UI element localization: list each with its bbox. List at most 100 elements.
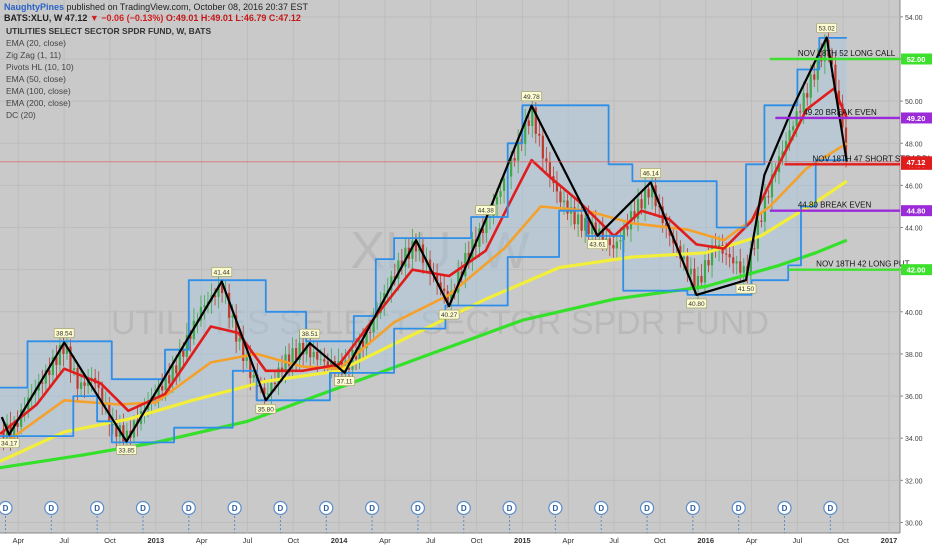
pivot-label-14: 53.02 xyxy=(819,25,836,32)
candle-body-90 xyxy=(319,359,322,361)
indicator-ema100[interactable]: EMA (100, close) xyxy=(6,86,71,96)
candle-body-15 xyxy=(55,357,58,366)
price-axis: 54.00 52.00 50.00 48.00 46.00 44.00 42.00 40.00… xyxy=(900,15,932,527)
dividend-marker-15 xyxy=(685,500,700,516)
candle-body-69 xyxy=(245,357,248,361)
candle-body-137 xyxy=(485,217,488,234)
series-lines xyxy=(0,36,848,470)
candle-body-208 xyxy=(735,261,738,264)
x-tick-label-13: Jul xyxy=(609,536,619,545)
candle-body-0 xyxy=(2,429,5,438)
candle-body-114 xyxy=(404,247,407,267)
pivot-label-1: 38.54 xyxy=(56,331,73,338)
candle-body-201 xyxy=(710,245,714,266)
candle-body-145 xyxy=(513,158,516,161)
candle-body-181 xyxy=(640,199,643,209)
dividend-marker-7 xyxy=(319,500,334,516)
author-link[interactable]: NaughtyPines xyxy=(4,2,65,12)
donchian-fill xyxy=(0,37,847,443)
dividend-marker-label-12: D xyxy=(553,504,559,513)
candle-body-170 xyxy=(601,228,604,241)
y-tick-label-3: 48.00 xyxy=(905,141,923,148)
candle-body-151 xyxy=(534,107,537,134)
x-tick-label-1: Jul xyxy=(59,536,69,545)
pivot-box-4 xyxy=(255,403,277,414)
candle-body-48 xyxy=(171,365,174,384)
candle-body-155 xyxy=(548,162,551,176)
candle-body-196 xyxy=(693,268,696,290)
level-axis-badge-4 xyxy=(901,264,932,276)
x-tick-label-12: Apr xyxy=(562,536,574,545)
pivot-box-8 xyxy=(438,309,460,320)
dividend-marker-label-16: D xyxy=(736,504,742,513)
candle-body-87 xyxy=(309,344,312,358)
candle-body-210 xyxy=(742,266,745,273)
candle-body-213 xyxy=(753,248,756,250)
x-tick-label-15: 2016 xyxy=(697,536,714,545)
candle-body-78 xyxy=(277,367,280,384)
candle-body-177 xyxy=(626,226,629,230)
dividend-marker-label-7: D xyxy=(323,504,329,513)
candle-body-61 xyxy=(217,285,220,297)
indicator-pivots[interactable]: Pivots HL (10, 10) xyxy=(6,62,74,72)
candle-body-154 xyxy=(545,158,548,163)
level-axis-label-3: 44.80 xyxy=(907,207,926,216)
indicator-title[interactable]: UTILITIES SELECT SECTOR SPDR FUND, W, BA… xyxy=(6,26,212,36)
candle-body-148 xyxy=(524,120,527,144)
dividend-marker-4 xyxy=(181,500,196,516)
dividend-marker-5 xyxy=(227,500,242,516)
candle-body-164 xyxy=(580,214,583,231)
candle-body-34 xyxy=(122,425,125,443)
pivot-box-14 xyxy=(816,23,837,33)
x-tick-label-18: Oct xyxy=(837,536,850,545)
x-tick-label-14: Oct xyxy=(654,536,667,545)
x-tick-label-17: Jul xyxy=(793,536,803,545)
indicator-ema200[interactable]: EMA (200, close) xyxy=(6,98,71,108)
candle-body-180 xyxy=(636,199,640,219)
indicator-ema20[interactable]: EMA (20, close) xyxy=(6,38,66,48)
grid xyxy=(0,0,900,533)
candle-body-105 xyxy=(372,317,375,333)
y-tick-label-4: 46.00 xyxy=(905,183,923,190)
y-tick-label-0: 54.00 xyxy=(905,15,923,22)
series-ema200-0 xyxy=(0,238,848,470)
x-tick-label-9: Jul xyxy=(426,536,436,545)
candle-body-21 xyxy=(76,368,79,389)
candle-body-179 xyxy=(633,211,636,219)
candle-body-56 xyxy=(199,307,203,321)
candle-body-14 xyxy=(51,357,54,376)
level-axis-badge-1 xyxy=(901,112,932,124)
candle-body-160 xyxy=(566,200,569,214)
indicator-zigzag[interactable]: Zig Zag (1, 11) xyxy=(6,50,62,60)
candle-body-226 xyxy=(799,111,802,113)
x-tick-label-6: Oct xyxy=(287,536,300,545)
candle-body-182 xyxy=(643,188,647,209)
indicator-donchian[interactable]: DC (20) xyxy=(6,110,36,120)
candle-body-16 xyxy=(58,344,62,366)
candle-body-125 xyxy=(443,288,446,291)
candle-body-146 xyxy=(517,138,520,161)
dividend-marker-label-15: D xyxy=(690,504,696,513)
candle-body-84 xyxy=(298,342,301,361)
pivot-label-12: 40.80 xyxy=(688,301,705,308)
dividend-marker-9 xyxy=(410,500,426,516)
candle-body-104 xyxy=(369,332,372,334)
candle-body-172 xyxy=(608,238,611,246)
candle-body-24 xyxy=(87,380,90,386)
published-text: published on TradingView.com, October 08… xyxy=(66,2,309,12)
candle-body-46 xyxy=(164,375,167,391)
indicator-ema50[interactable]: EMA (50, close) xyxy=(6,74,66,84)
candle-body-53 xyxy=(189,335,192,340)
pivot-box-1 xyxy=(53,328,75,338)
candle-body-112 xyxy=(397,260,400,279)
level-axis-label-1: 49.20 xyxy=(907,114,926,123)
pivot-label-7: 44.38 xyxy=(478,208,495,215)
dividend-marker-3 xyxy=(135,500,151,516)
dividend-marker-0 xyxy=(0,500,13,516)
last-price: 47.12 xyxy=(64,13,88,23)
candle-body-235 xyxy=(830,56,833,65)
pivot-box-5 xyxy=(299,328,321,339)
pivot-box-0 xyxy=(0,438,20,448)
